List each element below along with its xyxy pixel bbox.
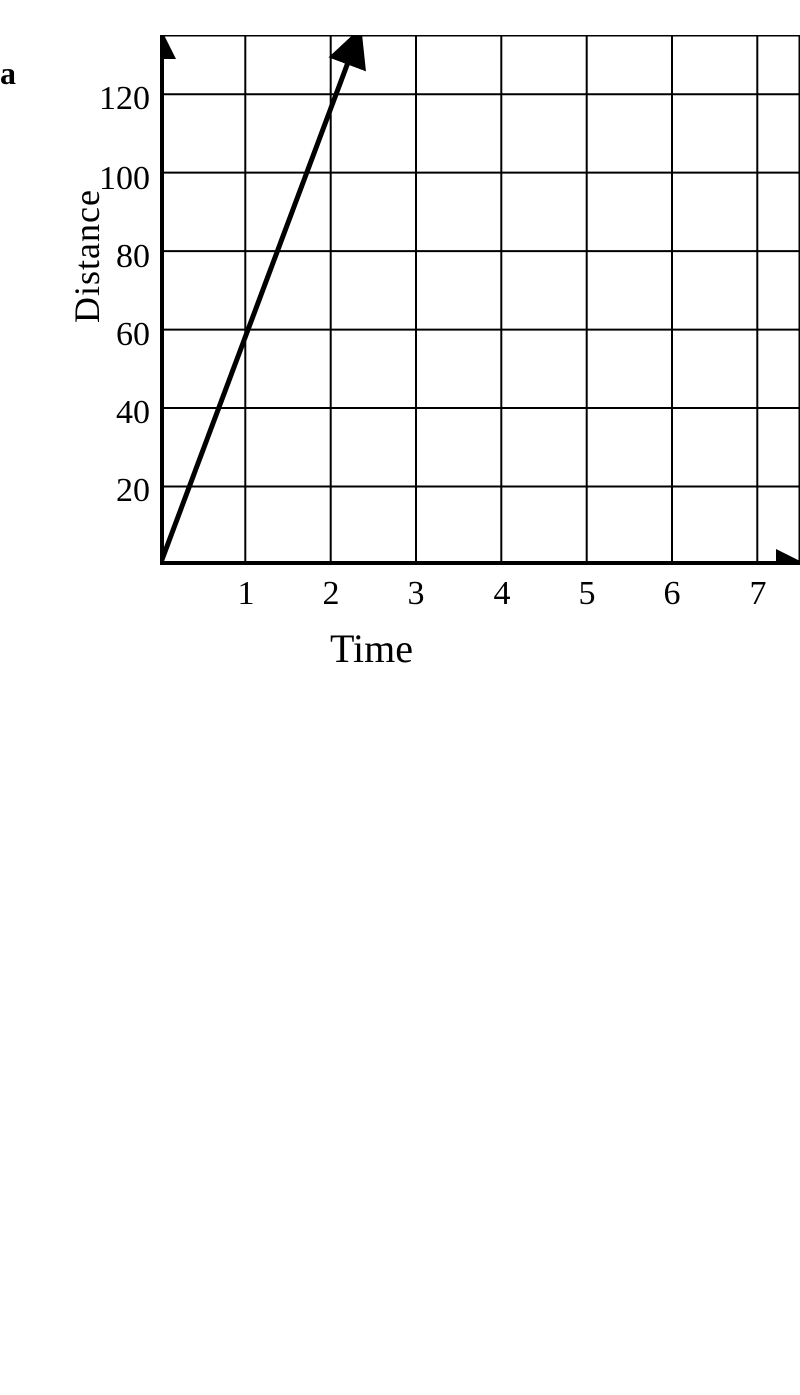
x-tick-7: 7 (743, 575, 773, 613)
y-tick-120: 120 (90, 80, 150, 118)
chart-plot-area (160, 35, 800, 565)
x-axis-label: Time (330, 625, 413, 672)
problem-label: a (0, 55, 16, 92)
x-axis-ticks: 1 2 3 4 5 6 7 (160, 575, 800, 615)
x-tick-1: 1 (231, 575, 261, 613)
x-tick-2: 2 (316, 575, 346, 613)
y-axis-ticks: 120 100 80 60 40 20 (90, 35, 150, 545)
page-container: a Distance 120 100 80 60 40 20 (0, 0, 800, 1395)
y-tick-100: 100 (90, 160, 150, 198)
y-tick-80: 80 (90, 238, 150, 276)
x-tick-5: 5 (572, 575, 602, 613)
chart-wrapper: Distance 120 100 80 60 40 20 (30, 35, 800, 675)
x-tick-6: 6 (657, 575, 687, 613)
x-tick-4: 4 (487, 575, 517, 613)
y-tick-60: 60 (90, 316, 150, 354)
y-tick-40: 40 (90, 394, 150, 432)
y-tick-20: 20 (90, 472, 150, 510)
x-tick-3: 3 (401, 575, 431, 613)
